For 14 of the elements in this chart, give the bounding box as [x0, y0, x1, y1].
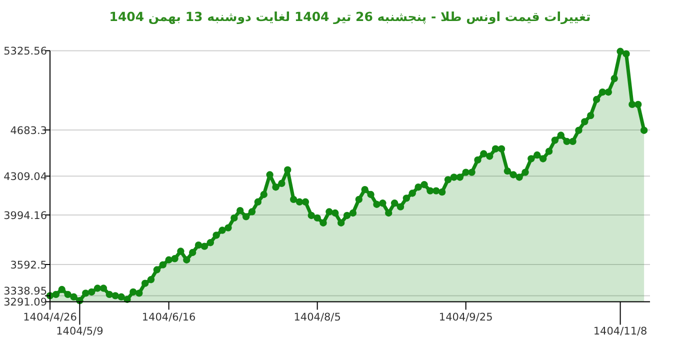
x-tick-label: 1404/9/25	[438, 312, 493, 324]
y-tick-label: 3592.5	[10, 260, 47, 272]
y-tick-label: 3994.16	[4, 210, 48, 222]
x-tick-label: 1404/6/16	[142, 312, 196, 324]
y-tick-label: 3291.09	[4, 296, 47, 309]
y-tick-label: 5325.56	[4, 46, 48, 58]
x-tick-label: 1404/11/8	[593, 326, 648, 338]
x-tick-label: 1404/8/5	[294, 312, 341, 324]
x-tick-label: 1404/5/9	[56, 326, 104, 338]
y-tick-label: 4309.04	[4, 171, 48, 184]
y-tick-label: 3338.95	[4, 286, 47, 298]
chart-title: تغییرات قیمت اونس طلا - پنجشنبه 26 تیر 1404 لغایت دوشنبه 13 بهمن 1404	[109, 9, 591, 25]
x-tick-label: 1404/4/26	[23, 312, 78, 324]
y-tick-label: 4683.3	[10, 124, 47, 137]
